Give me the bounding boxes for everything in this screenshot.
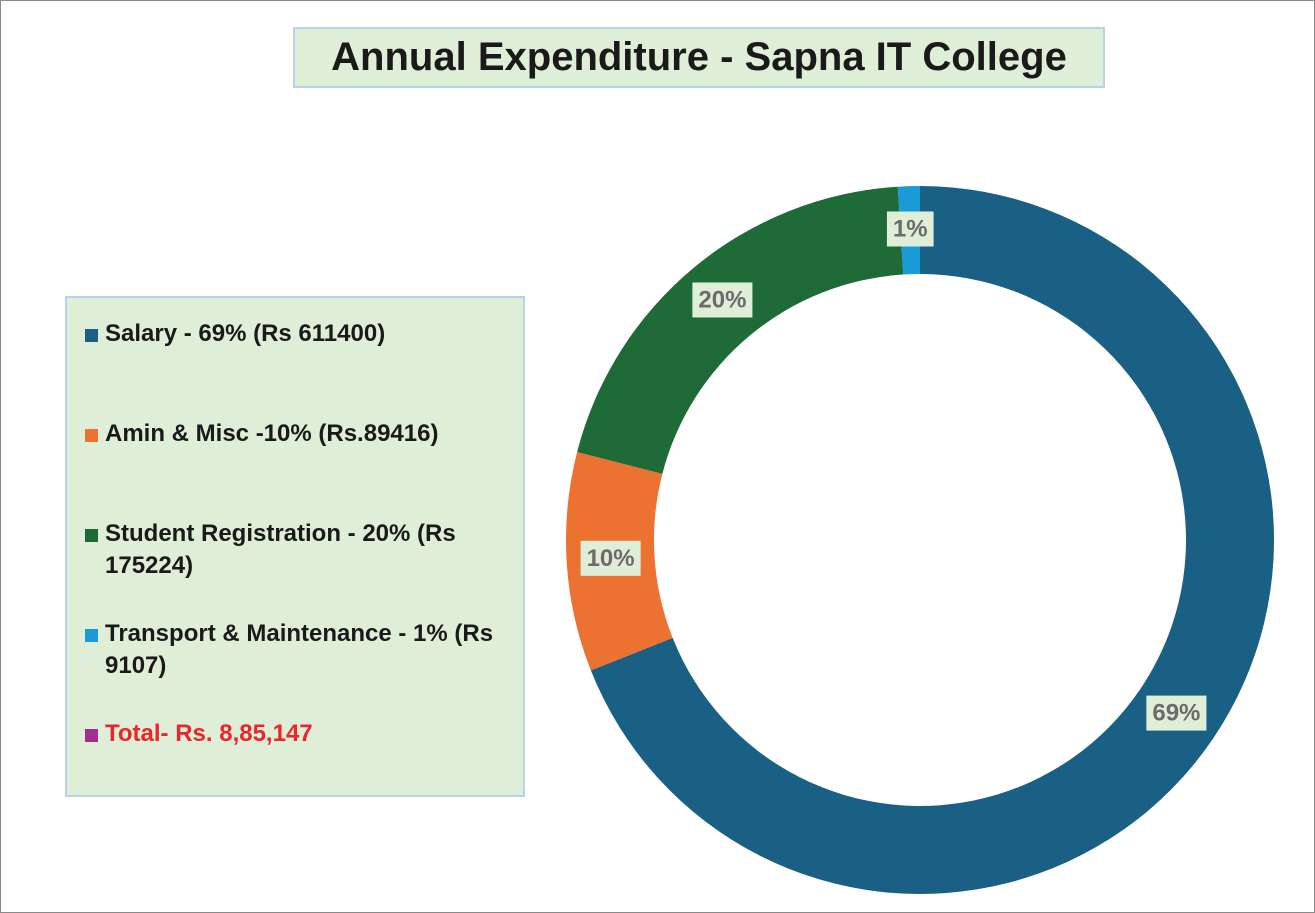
- legend-item: Student Registration - 20% (Rs 175224): [85, 518, 525, 582]
- data-label-group: 1%: [886, 211, 934, 247]
- legend-item: Amin & Misc -10% (Rs.89416): [85, 418, 525, 450]
- legend-swatch: [85, 729, 98, 742]
- legend-item: Salary - 69% (Rs 611400): [85, 318, 525, 350]
- data-label-group: 20%: [692, 282, 753, 318]
- data-label-bg: [692, 282, 753, 318]
- legend-swatch: [85, 529, 98, 542]
- legend-item: Total- Rs. 8,85,147: [85, 718, 525, 750]
- legend-label: Total- Rs. 8,85,147: [105, 720, 313, 747]
- data-label-bg: [1146, 695, 1207, 731]
- donut-segment: [577, 186, 904, 474]
- legend-label: Student Registration - 20% (Rs 175224): [105, 520, 456, 579]
- legend-swatch: [85, 329, 98, 342]
- data-label: 10%: [587, 545, 635, 572]
- legend-label: Transport & Maintenance - 1% (Rs 9107): [105, 620, 494, 679]
- data-label-bg: [886, 211, 934, 247]
- data-label: 20%: [698, 286, 746, 313]
- data-label: 69%: [1152, 700, 1200, 727]
- legend-label: Salary - 69% (Rs 611400): [105, 320, 386, 347]
- legend-item: Transport & Maintenance - 1% (Rs 9107): [85, 618, 525, 682]
- data-label: 1%: [893, 215, 928, 242]
- data-label-group: 10%: [580, 540, 641, 576]
- legend-swatch: [85, 429, 98, 442]
- data-label-group: 69%: [1146, 695, 1207, 731]
- legend-swatch: [85, 629, 98, 642]
- data-label-bg: [580, 540, 641, 576]
- chart-title: Annual Expenditure - Sapna IT College: [293, 27, 1105, 88]
- legend-label: Amin & Misc -10% (Rs.89416): [105, 420, 439, 447]
- legend: Salary - 69% (Rs 611400) Amin & Misc -10%…: [65, 296, 525, 797]
